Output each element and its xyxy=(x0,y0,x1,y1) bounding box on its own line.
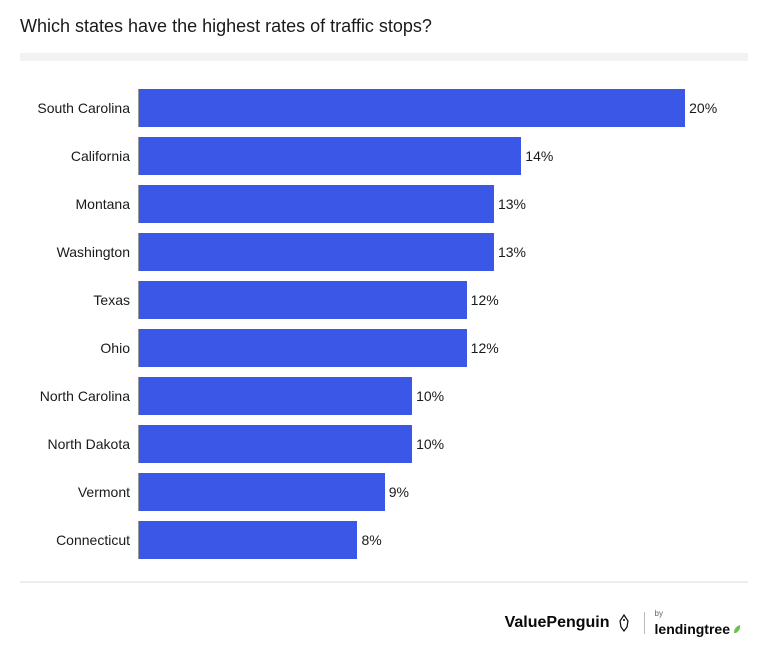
bar xyxy=(139,377,412,415)
bar-track: 13% xyxy=(138,233,720,271)
brand-lendingtree-text: lendingtree xyxy=(655,622,730,636)
chart-area: South Carolina 20% California 14% Montana 13%… xyxy=(20,89,748,559)
brand-separator xyxy=(644,612,645,634)
bar-row: Ohio 12% xyxy=(30,329,720,367)
divider-bottom xyxy=(20,581,748,583)
bar xyxy=(139,473,385,511)
category-label: North Carolina xyxy=(30,388,138,404)
value-label: 9% xyxy=(385,484,409,500)
bar-track: 20% xyxy=(138,89,720,127)
bar xyxy=(139,185,494,223)
value-label: 13% xyxy=(494,196,526,212)
value-label: 13% xyxy=(494,244,526,260)
bar xyxy=(139,233,494,271)
bar-row: North Carolina 10% xyxy=(30,377,720,415)
category-label: North Dakota xyxy=(30,436,138,452)
bar-row: Texas 12% xyxy=(30,281,720,319)
bar-row: Vermont 9% xyxy=(30,473,720,511)
bar-row: California 14% xyxy=(30,137,720,175)
bar-track: 12% xyxy=(138,281,720,319)
category-label: Texas xyxy=(30,292,138,308)
bar-row: Washington 13% xyxy=(30,233,720,271)
value-label: 10% xyxy=(412,388,444,404)
value-label: 8% xyxy=(357,532,381,548)
brand-valuepenguin: ValuePenguin xyxy=(505,613,634,633)
bar-track: 9% xyxy=(138,473,720,511)
category-label: Montana xyxy=(30,196,138,212)
bar-row: Connecticut 8% xyxy=(30,521,720,559)
brand-valuepenguin-text: ValuePenguin xyxy=(505,614,610,632)
footer: ValuePenguin by lendingtree xyxy=(505,610,744,636)
bar xyxy=(139,329,467,367)
brand-by-text: by xyxy=(655,610,663,618)
category-label: Ohio xyxy=(30,340,138,356)
divider-top xyxy=(20,53,748,61)
bar-row: South Carolina 20% xyxy=(30,89,720,127)
bar-track: 10% xyxy=(138,425,720,463)
brand-lendingtree: by lendingtree xyxy=(655,610,744,636)
leaf-icon xyxy=(732,623,744,635)
bar-track: 13% xyxy=(138,185,720,223)
bar xyxy=(139,521,357,559)
bar xyxy=(139,281,467,319)
bar-track: 10% xyxy=(138,377,720,415)
penguin-icon xyxy=(614,613,634,633)
value-label: 12% xyxy=(467,292,499,308)
bar-row: Montana 13% xyxy=(30,185,720,223)
bar xyxy=(139,425,412,463)
bar-track: 14% xyxy=(138,137,720,175)
category-label: Connecticut xyxy=(30,532,138,548)
category-label: Vermont xyxy=(30,484,138,500)
value-label: 14% xyxy=(521,148,553,164)
value-label: 12% xyxy=(467,340,499,356)
category-label: South Carolina xyxy=(30,100,138,116)
chart-title: Which states have the highest rates of t… xyxy=(20,16,748,37)
bar-track: 12% xyxy=(138,329,720,367)
bar xyxy=(139,89,685,127)
value-label: 20% xyxy=(685,100,717,116)
category-label: Washington xyxy=(30,244,138,260)
bar xyxy=(139,137,521,175)
category-label: California xyxy=(30,148,138,164)
value-label: 10% xyxy=(412,436,444,452)
chart-container: Which states have the highest rates of t… xyxy=(0,0,768,559)
bar-track: 8% xyxy=(138,521,720,559)
bar-row: North Dakota 10% xyxy=(30,425,720,463)
